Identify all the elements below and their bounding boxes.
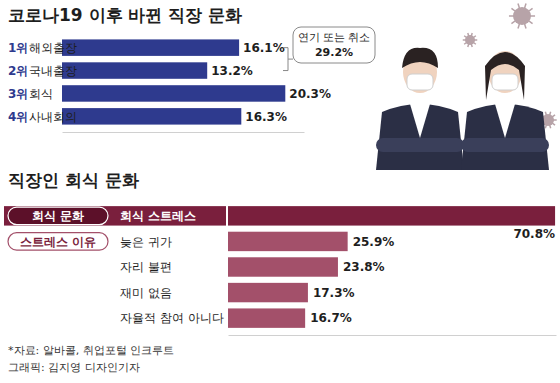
hair <box>402 48 438 68</box>
suit <box>376 104 464 170</box>
mask <box>492 74 518 90</box>
rank-label: 4위 <box>8 110 28 124</box>
category-label: 해외출장 <box>29 41 77 55</box>
mask <box>407 74 433 90</box>
labels: 회식 문화스트레스 이유 회식 스트레스늦은 귀가자리 불편재미 없음자율적 참여… <box>8 207 555 325</box>
suit <box>461 104 549 170</box>
data-label: 17.3% <box>313 286 355 300</box>
data-label: 16.3% <box>245 110 287 124</box>
labels: 1위 2위 3위 4위 해외출장국내출장회식사내회의 16.1% 13.2% 20.3%16.… <box>8 41 331 124</box>
credit-note: 그래픽: 김지영 디자인기자 <box>8 361 140 374</box>
data-label: 16.1% <box>243 41 285 55</box>
man-figure <box>376 48 464 170</box>
bar <box>228 257 338 276</box>
woman-figure <box>461 51 549 170</box>
x-axis <box>229 335 557 336</box>
bar <box>228 232 348 251</box>
virus-body <box>513 7 531 25</box>
bar <box>228 308 305 327</box>
category-label: 사내회의 <box>29 110 77 124</box>
bars <box>228 206 555 328</box>
rank-label: 2위 <box>8 64 28 78</box>
category-label: 자리 불편 <box>120 260 172 274</box>
bar <box>228 283 308 302</box>
illustration <box>376 4 557 170</box>
bar <box>62 108 241 124</box>
hair <box>485 52 525 100</box>
shirt <box>495 104 515 138</box>
shirt <box>410 104 430 138</box>
data-label: 25.9% <box>353 235 395 249</box>
axis-line <box>229 335 557 336</box>
virus-icon <box>509 4 535 29</box>
category-label: 늦은 귀가 <box>120 235 172 249</box>
virus-body <box>465 35 475 45</box>
crossed-arms <box>376 138 464 152</box>
group-label: 회식 문화 <box>32 209 84 223</box>
axis-line <box>63 132 305 133</box>
group-label: 스트레스 이유 <box>20 235 96 249</box>
chart-title: 코로나19 이후 바뀐 직장 문화 <box>8 5 242 25</box>
data-label: 20.3% <box>289 87 331 101</box>
rank-label: 3위 <box>8 87 28 101</box>
bar <box>228 206 555 225</box>
category-label: 재미 없음 <box>120 286 172 300</box>
infographic: 코로나19 이후 바뀐 직장 문화1위2위3위4위해외출장국내출장회식사내회의1… <box>0 0 560 383</box>
data-label: 13.2% <box>211 64 253 78</box>
source-note: *자료: 알바콜, 취업포털 인크루트 <box>8 344 174 357</box>
category-label: 회식 스트레스 <box>120 209 196 223</box>
crossed-arms <box>461 138 549 152</box>
data-label: 16.7% <box>310 311 352 325</box>
bar <box>62 39 239 55</box>
category-label: 자율적 참여 아니다 <box>120 311 224 325</box>
category-label: 국내출장 <box>29 64 77 78</box>
virus-icon <box>463 33 478 47</box>
x-axis <box>63 132 305 133</box>
annotation-label: 29.2% <box>315 46 353 59</box>
category-label: 회식 <box>29 87 53 101</box>
group-pill <box>8 233 108 250</box>
bar <box>62 62 207 78</box>
rank-label: 1위 <box>8 41 28 55</box>
row-strip <box>4 206 226 225</box>
group-pill <box>8 207 108 224</box>
chart-title: 직장인 회식 문화 <box>8 170 139 190</box>
bar <box>62 85 285 101</box>
data-label: 70.8% <box>513 227 555 241</box>
data-label: 23.8% <box>343 260 385 274</box>
annotation-text: 연기 또는 취소 <box>298 31 371 44</box>
annotation-box <box>293 27 375 63</box>
annotation-bracket <box>283 48 293 71</box>
